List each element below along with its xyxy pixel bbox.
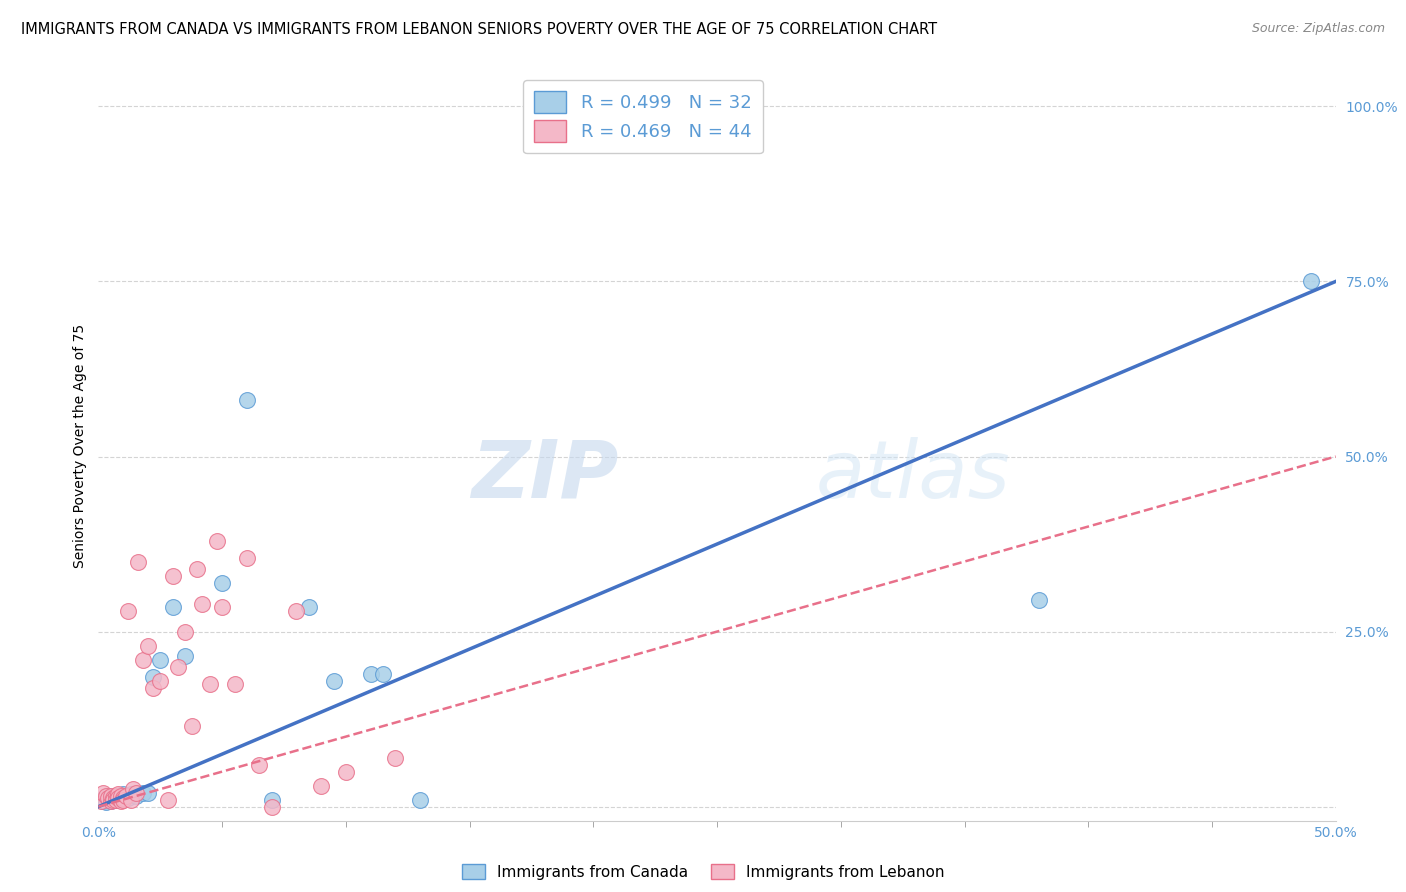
Point bbox=[322, 673, 344, 688]
Text: ZIP: ZIP bbox=[471, 437, 619, 515]
Point bbox=[132, 652, 155, 666]
Point bbox=[104, 792, 127, 806]
Point bbox=[247, 757, 270, 772]
Point bbox=[117, 603, 139, 617]
Point bbox=[136, 786, 159, 800]
Point bbox=[409, 792, 432, 806]
Y-axis label: Seniors Poverty Over the Age of 75: Seniors Poverty Over the Age of 75 bbox=[73, 324, 87, 568]
Text: Source: ZipAtlas.com: Source: ZipAtlas.com bbox=[1251, 22, 1385, 36]
Point bbox=[298, 600, 321, 615]
Point bbox=[93, 786, 115, 800]
Text: atlas: atlas bbox=[815, 437, 1011, 515]
Point bbox=[93, 794, 115, 808]
Point bbox=[100, 792, 122, 806]
Point bbox=[103, 791, 125, 805]
Point bbox=[124, 789, 146, 804]
Point bbox=[132, 786, 155, 800]
Point bbox=[211, 575, 233, 590]
Point bbox=[107, 789, 129, 804]
Point bbox=[186, 561, 208, 575]
Point bbox=[162, 568, 184, 582]
Point bbox=[112, 791, 135, 805]
Point bbox=[191, 597, 214, 611]
Point bbox=[107, 787, 129, 801]
Point bbox=[149, 652, 172, 666]
Point bbox=[124, 786, 146, 800]
Point bbox=[260, 799, 283, 814]
Point bbox=[142, 681, 165, 695]
Legend: R = 0.499   N = 32, R = 0.469   N = 44: R = 0.499 N = 32, R = 0.469 N = 44 bbox=[523, 80, 762, 153]
Point bbox=[90, 794, 112, 808]
Legend: Immigrants from Canada, Immigrants from Lebanon: Immigrants from Canada, Immigrants from … bbox=[457, 859, 949, 884]
Point bbox=[117, 791, 139, 805]
Point bbox=[94, 796, 117, 810]
Point bbox=[120, 787, 142, 801]
Point bbox=[285, 603, 308, 617]
Point bbox=[384, 750, 406, 764]
Point bbox=[114, 789, 136, 804]
Point bbox=[94, 789, 117, 804]
Point bbox=[114, 789, 136, 804]
Point bbox=[127, 555, 149, 569]
Point bbox=[100, 794, 122, 808]
Point bbox=[174, 649, 197, 664]
Point bbox=[1028, 593, 1050, 607]
Point bbox=[90, 792, 112, 806]
Point bbox=[236, 551, 259, 566]
Point bbox=[100, 789, 122, 804]
Point bbox=[122, 782, 145, 797]
Point bbox=[103, 791, 125, 805]
Point bbox=[110, 791, 132, 805]
Point bbox=[112, 787, 135, 801]
Point bbox=[142, 670, 165, 684]
Point bbox=[110, 794, 132, 808]
Point bbox=[224, 677, 246, 691]
Point bbox=[112, 792, 135, 806]
Point bbox=[97, 791, 120, 805]
Point bbox=[120, 792, 142, 806]
Text: IMMIGRANTS FROM CANADA VS IMMIGRANTS FROM LEBANON SENIORS POVERTY OVER THE AGE O: IMMIGRANTS FROM CANADA VS IMMIGRANTS FRO… bbox=[21, 22, 938, 37]
Point bbox=[181, 719, 204, 733]
Point bbox=[260, 792, 283, 806]
Point bbox=[335, 764, 357, 779]
Point bbox=[211, 600, 233, 615]
Point bbox=[174, 624, 197, 639]
Point bbox=[205, 533, 228, 548]
Point bbox=[97, 791, 120, 805]
Point bbox=[149, 673, 172, 688]
Point bbox=[236, 393, 259, 408]
Point bbox=[110, 789, 132, 804]
Point bbox=[198, 677, 221, 691]
Point bbox=[104, 789, 127, 804]
Point bbox=[1299, 275, 1322, 289]
Point bbox=[103, 792, 125, 806]
Point bbox=[309, 779, 332, 793]
Point bbox=[104, 792, 127, 806]
Point bbox=[166, 659, 188, 673]
Point bbox=[100, 794, 122, 808]
Point bbox=[97, 789, 120, 804]
Point bbox=[162, 600, 184, 615]
Point bbox=[371, 666, 394, 681]
Point bbox=[360, 666, 382, 681]
Point bbox=[107, 791, 129, 805]
Point bbox=[136, 639, 159, 653]
Point bbox=[156, 792, 179, 806]
